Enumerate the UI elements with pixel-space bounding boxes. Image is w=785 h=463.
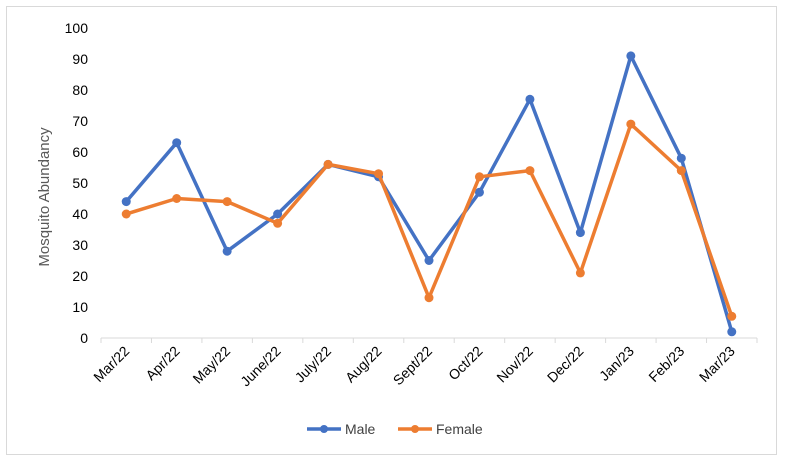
data-point-female xyxy=(424,293,434,303)
data-point-male xyxy=(222,246,232,256)
data-point-female xyxy=(525,166,535,176)
y-tick-label: 90 xyxy=(72,51,88,67)
y-tick-label: 50 xyxy=(72,175,88,191)
y-tick-label: 0 xyxy=(80,330,88,346)
y-tick-label: 60 xyxy=(72,144,88,160)
y-axis: 0 10 20 30 40 50 60 70 80 90 100 xyxy=(65,20,89,346)
data-point-male xyxy=(626,51,636,61)
data-point-female xyxy=(172,194,182,203)
data-point-female xyxy=(676,166,686,176)
data-point-male xyxy=(525,94,535,104)
series-line-female xyxy=(124,122,734,319)
x-tick-label: June/22 xyxy=(237,343,284,390)
x-tick-label: Mar/23 xyxy=(696,343,738,385)
x-tick-label: Apr/22 xyxy=(142,343,183,384)
x-tick-label: Nov/22 xyxy=(493,343,536,386)
x-axis: Mar/22 Apr/22 May/22 June/22 July/22 Aug/22 Se… xyxy=(90,337,758,390)
data-point-female xyxy=(575,268,585,278)
x-tick-label: Sept/22 xyxy=(390,343,436,389)
series-female xyxy=(121,119,737,321)
data-point-female xyxy=(121,209,131,219)
data-point-female xyxy=(474,172,484,182)
legend-item-female: Female xyxy=(398,421,483,437)
y-tick-label: 80 xyxy=(72,82,88,98)
legend-item-male: Male xyxy=(307,421,376,437)
data-point-male xyxy=(424,256,434,265)
data-point-female xyxy=(626,119,636,129)
y-tick-label: 30 xyxy=(72,237,88,253)
data-point-male xyxy=(676,153,686,163)
y-axis-title: Mosquito Abundancy xyxy=(36,127,53,267)
data-point-female xyxy=(222,197,232,207)
x-tick-label: Feb/23 xyxy=(645,343,687,385)
legend-label: Female xyxy=(436,421,483,437)
x-tick-label: Mar/22 xyxy=(90,343,132,385)
x-tick-label: July/22 xyxy=(292,343,335,386)
data-point-female xyxy=(273,218,283,228)
legend-swatch-marker xyxy=(411,425,419,433)
legend-swatch-marker xyxy=(320,425,328,433)
x-tick-label: Aug/22 xyxy=(342,343,385,386)
data-point-female xyxy=(374,169,384,179)
x-tick-label: Jan/23 xyxy=(596,343,637,384)
data-point-male xyxy=(121,197,131,207)
y-tick-label: 20 xyxy=(72,268,88,284)
legend: Male Female xyxy=(307,421,483,437)
x-tick-label: Oct/22 xyxy=(445,343,486,384)
data-point-male xyxy=(172,138,182,148)
data-point-female xyxy=(727,311,737,321)
data-point-male xyxy=(575,228,585,238)
chart-frame xyxy=(6,6,777,455)
series-layer xyxy=(121,51,737,337)
y-tick-label: 70 xyxy=(72,113,88,129)
data-point-male xyxy=(727,327,737,337)
series-line-male xyxy=(124,54,734,334)
data-point-male xyxy=(474,187,484,197)
data-point-female xyxy=(323,159,333,169)
x-tick-label: May/22 xyxy=(189,343,233,387)
legend-label: Male xyxy=(345,421,376,437)
x-tick-label: Dec/22 xyxy=(544,343,587,386)
y-tick-label: 40 xyxy=(72,206,88,222)
data-point-male xyxy=(273,209,283,219)
y-tick-label: 100 xyxy=(65,20,89,36)
y-tick-label: 10 xyxy=(72,299,88,315)
